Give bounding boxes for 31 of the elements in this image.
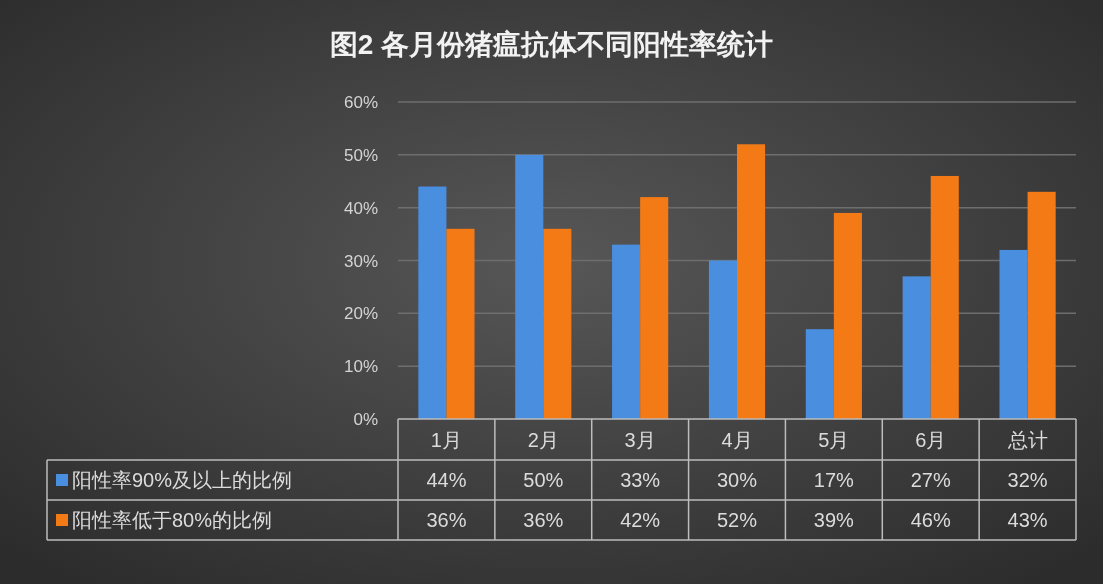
data-label: 42% [620, 509, 661, 531]
data-label: 30% [716, 469, 758, 491]
x-tick-label: 2月 [527, 428, 559, 451]
x-tick-label: 总计 [1006, 428, 1048, 451]
data-label: 52% [716, 509, 758, 531]
data-label: 27% [910, 469, 951, 491]
data-label: 17% [813, 469, 855, 491]
data-label: 36% [426, 509, 467, 531]
y-tick-label: 30% [343, 251, 378, 271]
legend-label: 阳性率90%及以上的比例 [72, 469, 293, 491]
x-tick-label: 3月 [624, 428, 656, 451]
data-label: 33% [620, 469, 661, 491]
x-tick-label: 1月 [430, 428, 462, 451]
title: 图2 各月份猪瘟抗体不同阳性率统计 [329, 29, 774, 60]
data-label: 32% [1007, 469, 1048, 491]
data-label: 36% [523, 509, 564, 531]
y-tick-label: 0% [353, 410, 378, 429]
data-label: 46% [910, 509, 951, 531]
legend-label: 阳性率低于80%的比例 [72, 509, 273, 531]
data-label: 50% [523, 469, 564, 491]
y-tick-label: 40% [343, 198, 378, 218]
data-label: 43% [1007, 509, 1048, 531]
x-tick-label: 6月 [915, 428, 947, 451]
y-tick-label: 10% [343, 357, 378, 377]
data-label: 44% [426, 469, 467, 491]
data-label: 39% [813, 509, 855, 531]
x-tick-label: 5月 [818, 428, 850, 451]
x-tick-label: 4月 [721, 428, 753, 451]
y-tick-label: 20% [343, 304, 378, 324]
y-tick-label: 60% [343, 93, 378, 112]
y-tick-label: 50% [343, 145, 378, 165]
